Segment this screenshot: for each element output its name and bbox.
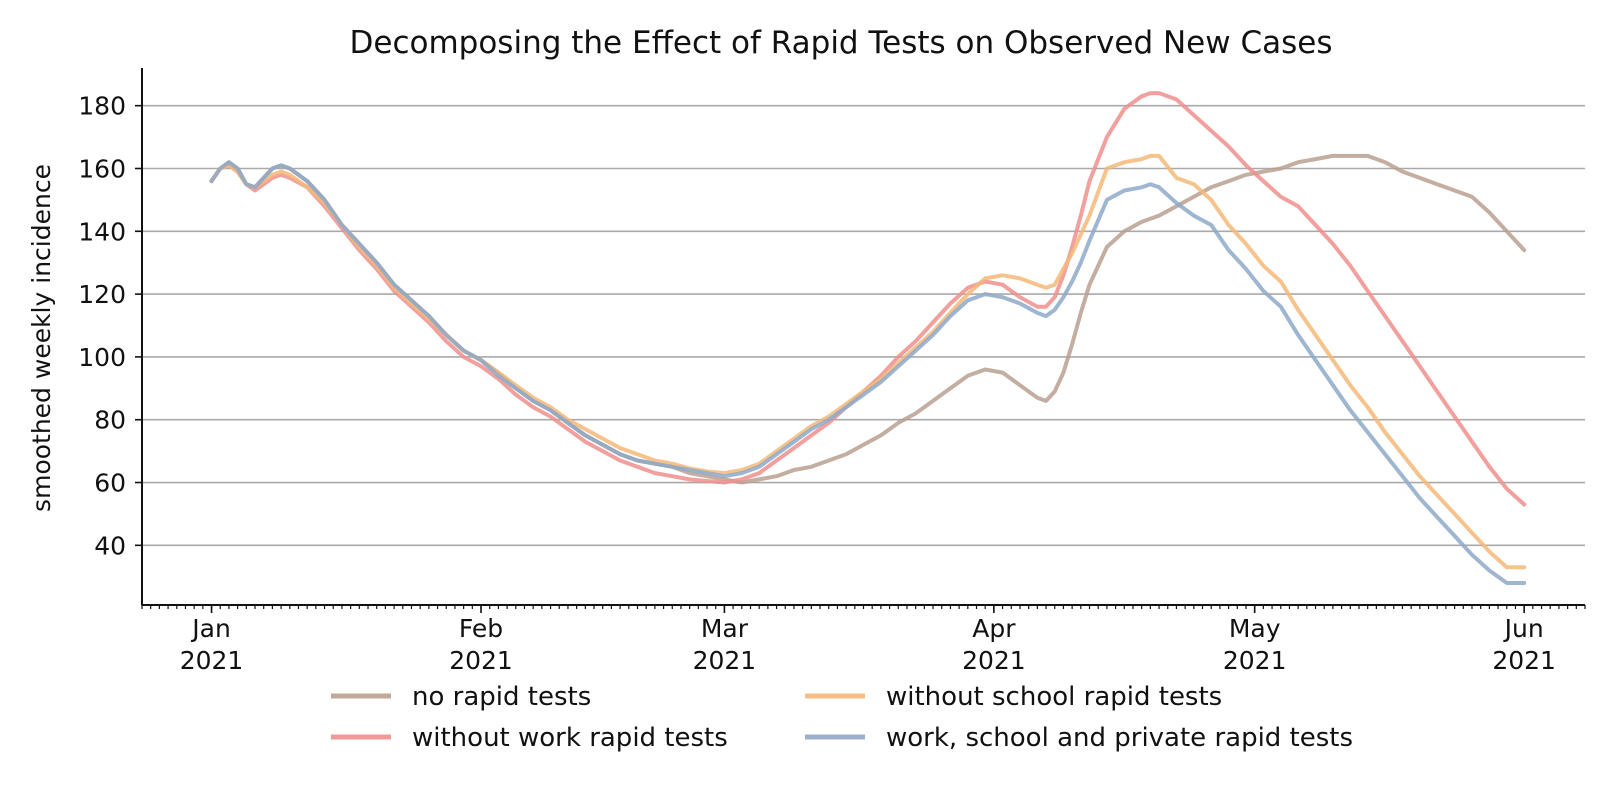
chart-title: Decomposing the Effect of Rapid Tests on… xyxy=(350,25,1333,61)
x-tick-label: Feb xyxy=(459,614,503,643)
legend: no rapid tests without work rapid tests wi… xyxy=(331,682,1353,753)
y-tick-label: 100 xyxy=(78,343,126,372)
y-tick-label: 60 xyxy=(94,469,126,498)
y-tick-label: 80 xyxy=(94,406,126,435)
series-line-4 xyxy=(209,160,1527,585)
x-tick-label: Jan xyxy=(190,614,231,643)
x-tick-sublabel: 2021 xyxy=(449,646,513,675)
legend-label: without school rapid tests xyxy=(886,682,1222,712)
x-tick-sublabel: 2021 xyxy=(1223,646,1287,675)
x-tick-label: Jun xyxy=(1503,614,1544,643)
x-tick-label: May xyxy=(1229,614,1281,643)
x-tick-sublabel: 2021 xyxy=(962,646,1026,675)
x-tick-label: Mar xyxy=(701,614,749,643)
gridlines xyxy=(142,104,1585,547)
y-axis-label: smoothed weekly incidence xyxy=(27,164,56,512)
series-lines xyxy=(209,91,1527,585)
y-tick-label: 120 xyxy=(78,280,126,309)
legend-label: without work rapid tests xyxy=(412,723,728,753)
y-tick-label: 180 xyxy=(78,92,126,121)
y-tick-label: 40 xyxy=(94,531,126,560)
axes: 40 60 80 100 120 140 160 180 Jan 2021 Feb 2021 Mar 20… xyxy=(78,68,1586,675)
series-line-1 xyxy=(209,153,1527,485)
y-tick-label: 140 xyxy=(78,217,126,246)
x-tick-label: Apr xyxy=(972,614,1016,643)
y-tick-label: 160 xyxy=(78,154,126,183)
legend-label: no rapid tests xyxy=(412,682,591,712)
x-tick-sublabel: 2021 xyxy=(1492,646,1556,675)
series-line-3 xyxy=(209,153,1527,570)
x-tick-sublabel: 2021 xyxy=(180,646,244,675)
legend-label: work, school and private rapid tests xyxy=(886,723,1353,753)
x-tick-sublabel: 2021 xyxy=(693,646,757,675)
